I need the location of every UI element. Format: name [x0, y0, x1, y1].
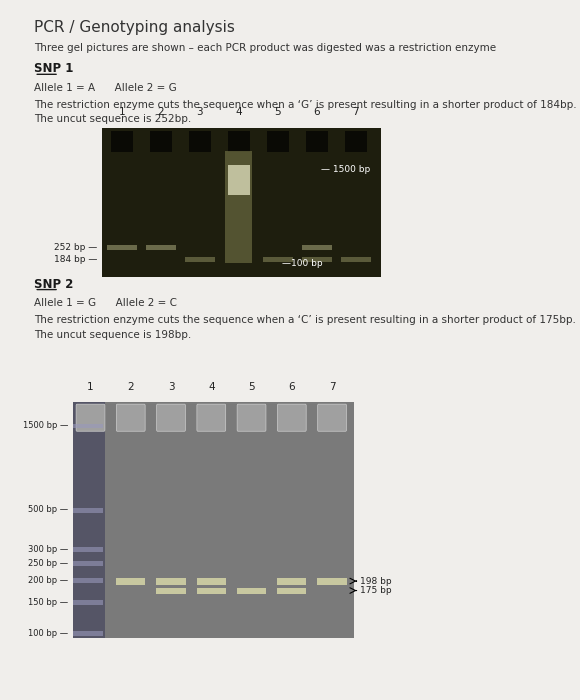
Text: Three gel pictures are shown – each PCR product was digested was a restriction e: Three gel pictures are shown – each PCR …	[34, 43, 496, 53]
Text: 4: 4	[235, 107, 242, 118]
Text: 7: 7	[353, 107, 359, 118]
Bar	[228, 165, 250, 195]
FancyBboxPatch shape	[76, 404, 105, 431]
FancyBboxPatch shape	[237, 404, 266, 431]
Bar	[72, 402, 106, 638]
Bar	[72, 402, 354, 638]
Text: 7: 7	[329, 382, 335, 392]
Text: Allele 1 = G      Allele 2 = C: Allele 1 = G Allele 2 = C	[34, 298, 177, 309]
Bar	[263, 257, 292, 262]
Text: 4: 4	[208, 382, 215, 392]
Text: PCR / Genotyping analysis: PCR / Genotyping analysis	[34, 20, 235, 34]
Bar	[72, 561, 103, 566]
Text: SNP 2: SNP 2	[34, 277, 74, 290]
Text: 6: 6	[288, 382, 295, 392]
Text: 5: 5	[274, 107, 281, 118]
Text: 100 bp —: 100 bp —	[28, 629, 68, 638]
Bar	[116, 578, 146, 584]
Text: 198 bp: 198 bp	[360, 577, 392, 586]
Bar	[197, 578, 226, 584]
Text: 175 bp: 175 bp	[360, 586, 392, 595]
FancyBboxPatch shape	[157, 404, 186, 431]
Bar	[146, 245, 176, 250]
Text: 1: 1	[119, 107, 125, 118]
Text: 300 bp —: 300 bp —	[28, 545, 68, 554]
FancyBboxPatch shape	[197, 404, 226, 431]
Text: 2: 2	[128, 382, 134, 392]
Bar	[302, 245, 332, 250]
Bar	[150, 132, 172, 152]
Text: 1: 1	[87, 382, 94, 392]
Text: 5: 5	[248, 382, 255, 392]
Text: The restriction enzyme cuts the sequence when a ‘C’ is present resulting in a sh: The restriction enzyme cuts the sequence…	[34, 315, 576, 325]
Bar	[72, 424, 103, 428]
Bar	[306, 132, 328, 152]
Bar	[277, 578, 306, 584]
Bar	[237, 588, 266, 594]
Text: 1500 bp —: 1500 bp —	[23, 421, 68, 430]
Bar	[317, 578, 347, 584]
Bar	[197, 588, 226, 594]
Text: SNP 1: SNP 1	[34, 62, 74, 75]
Bar	[228, 132, 250, 152]
Bar	[186, 257, 215, 262]
Text: Allele 1 = A      Allele 2 = G: Allele 1 = A Allele 2 = G	[34, 83, 177, 93]
Text: 6: 6	[314, 107, 320, 118]
Bar	[72, 547, 103, 552]
Text: 3: 3	[168, 382, 175, 392]
Text: 184 bp —: 184 bp —	[54, 255, 97, 264]
Text: 252 bp —: 252 bp —	[54, 243, 97, 252]
FancyBboxPatch shape	[318, 404, 346, 431]
Bar	[267, 132, 289, 152]
Bar	[72, 631, 103, 636]
Bar	[111, 132, 133, 152]
Text: The restriction enzyme cuts the sequence when a ‘G’ is present resulting in a sh: The restriction enzyme cuts the sequence…	[34, 100, 577, 110]
Bar	[188, 132, 211, 152]
Bar	[226, 151, 252, 263]
Bar	[341, 257, 371, 262]
Bar	[72, 578, 103, 583]
Bar	[157, 578, 186, 584]
Text: 3: 3	[197, 107, 203, 118]
Text: — 1500 bp: — 1500 bp	[321, 165, 371, 174]
Bar	[277, 588, 306, 594]
Bar	[302, 257, 332, 262]
Text: —100 bp: —100 bp	[282, 259, 323, 267]
Bar	[72, 508, 103, 513]
Text: The uncut sequence is 198bp.: The uncut sequence is 198bp.	[34, 330, 191, 340]
Text: 2: 2	[158, 107, 164, 118]
Text: 150 bp —: 150 bp —	[28, 598, 68, 607]
Bar	[107, 245, 137, 250]
Bar	[102, 128, 380, 277]
Text: 200 bp —: 200 bp —	[28, 576, 68, 584]
Bar	[345, 132, 367, 152]
Bar	[72, 601, 103, 605]
Text: The uncut sequence is 252bp.: The uncut sequence is 252bp.	[34, 114, 191, 125]
Text: 250 bp —: 250 bp —	[28, 559, 68, 568]
Text: 500 bp —: 500 bp —	[28, 505, 68, 514]
FancyBboxPatch shape	[117, 404, 145, 431]
FancyBboxPatch shape	[277, 404, 306, 431]
Bar	[157, 588, 186, 594]
